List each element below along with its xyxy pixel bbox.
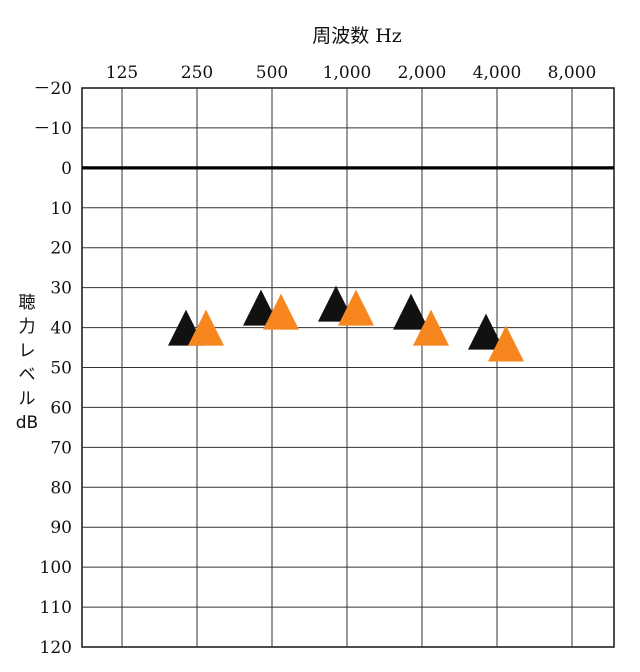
triangle-marker	[338, 289, 374, 326]
x-tick-label: 125	[106, 63, 138, 83]
x-tick-label: 8,000	[548, 63, 597, 83]
triangle-marker	[188, 309, 224, 346]
y-tick-label: 60	[50, 398, 72, 418]
y-tick-label: －10	[33, 119, 72, 139]
y-axis-label-char: ル	[19, 389, 36, 409]
y-tick-label: 40	[50, 319, 72, 339]
triangle-marker	[263, 293, 299, 330]
y-tick-label: 90	[50, 518, 72, 538]
y-axis-label-char: ベ	[19, 365, 36, 385]
y-axis-label-char: dB	[16, 413, 38, 433]
triangle-marker	[468, 313, 504, 350]
y-tick-label: 50	[50, 359, 72, 379]
plot-grid	[81, 87, 615, 648]
y-tick-label: 100	[40, 558, 72, 578]
x-tick-label: 250	[181, 63, 213, 83]
x-axis-title: 周波数 Hz	[312, 25, 402, 47]
x-tick-labels: 125 250 500 1,000 2,000 4,000 8,000	[106, 63, 597, 83]
y-tick-label: －20	[33, 79, 72, 99]
y-axis-label-char: レ	[19, 341, 36, 361]
y-tick-labels: －20 －10 0 10 20 30 40 50 60 70 80 90 100 110 120	[33, 79, 72, 658]
x-tick-label: 4,000	[473, 63, 522, 83]
x-tick-label: 1,000	[323, 63, 372, 83]
y-tick-label: 20	[50, 239, 72, 259]
y-tick-label: 110	[40, 598, 72, 618]
y-tick-label: 70	[50, 438, 72, 458]
y-tick-label: 80	[50, 478, 72, 498]
y-tick-label: 10	[50, 199, 72, 219]
y-axis-label-char: 聴	[19, 293, 36, 313]
triangle-marker	[488, 325, 524, 362]
triangle-marker	[413, 309, 449, 346]
x-tick-label: 500	[256, 63, 288, 83]
data-markers	[168, 285, 524, 362]
triangle-marker	[393, 293, 429, 330]
y-axis-label-char: 力	[19, 317, 36, 337]
y-tick-label: 0	[61, 159, 72, 179]
x-tick-label: 2,000	[398, 63, 447, 83]
y-tick-label: 30	[50, 279, 72, 299]
y-tick-label: 120	[40, 638, 72, 658]
